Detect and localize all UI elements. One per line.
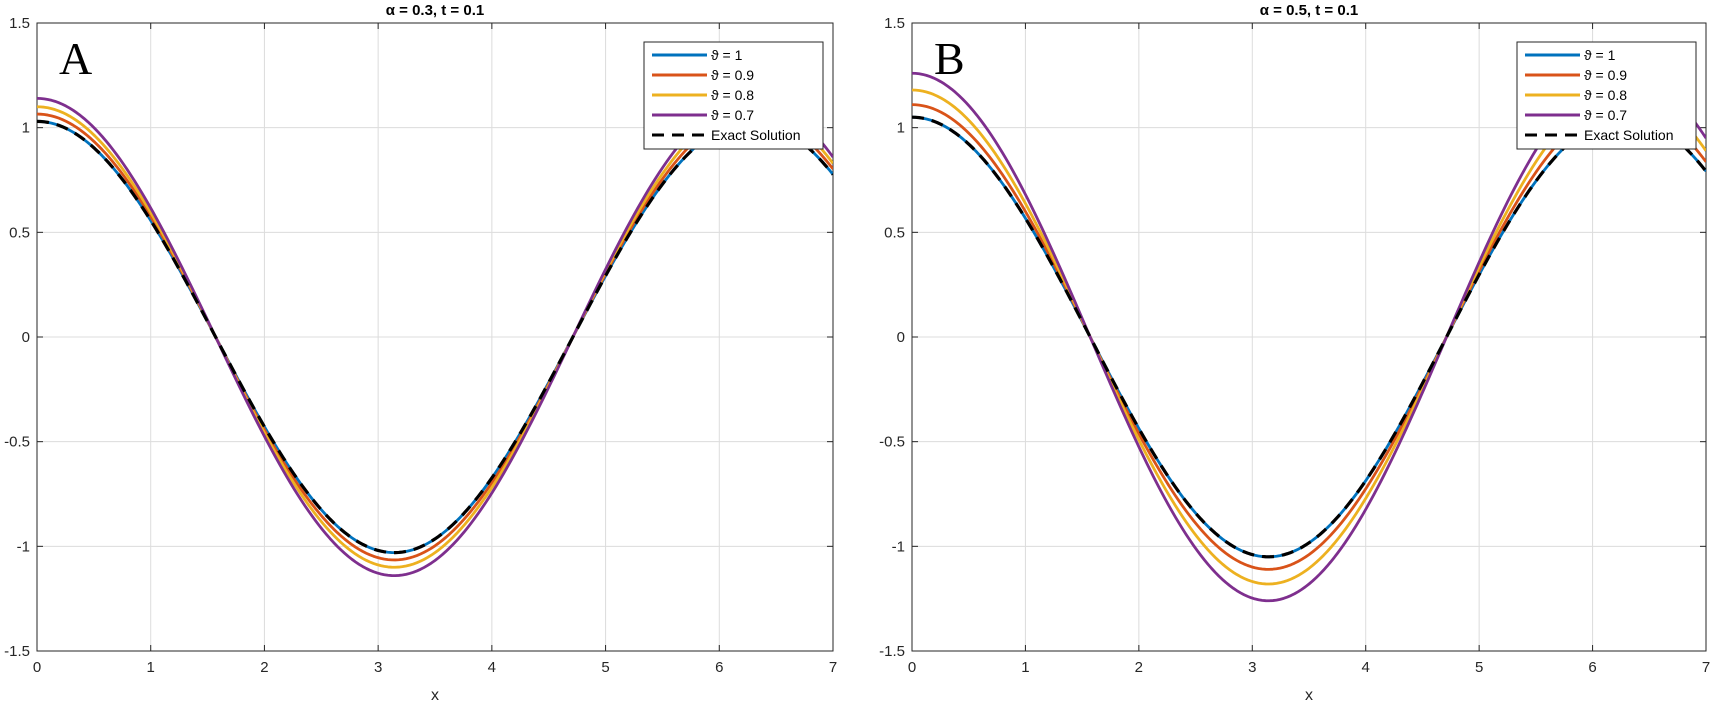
y-tick-label: 0 (897, 329, 905, 346)
x-tick-label: 7 (1702, 659, 1710, 676)
x-axis-label: x (431, 687, 439, 703)
x-tick-label: 1 (147, 659, 155, 676)
panel-label: B (934, 33, 965, 84)
x-tick-label: 6 (715, 659, 723, 676)
legend-label: ϑ = 0.8 (1584, 87, 1627, 103)
x-tick-label: 3 (1248, 659, 1256, 676)
legend-label: ϑ = 0.7 (1584, 107, 1627, 123)
y-tick-label: -1 (17, 538, 30, 555)
legend-label: Exact Solution (1584, 127, 1674, 143)
x-tick-label: 4 (1362, 659, 1370, 676)
panel-label: A (59, 33, 92, 84)
legend-label: ϑ = 0.9 (711, 67, 754, 83)
chart-panel-a: 0 1 2 3 4 5 6 7 -1.5 -1 -0.5 0 0.5 1 1.5 α = 0.3, t = 0… (4, 2, 837, 703)
x-tick-label: 1 (1021, 659, 1029, 676)
x-tick-label: 4 (488, 659, 496, 676)
y-tick-label: -0.5 (879, 434, 905, 451)
legend-label: ϑ = 1 (1584, 47, 1616, 63)
chart-title: α = 0.5, t = 0.1 (1260, 2, 1358, 19)
legend-label: ϑ = 0.9 (1584, 67, 1627, 83)
x-tick-label: 7 (829, 659, 837, 676)
legend-label: Exact Solution (711, 127, 801, 143)
x-tick-label: 0 (908, 659, 916, 676)
chart-panel-b: 0 1 2 3 4 5 6 7 -1.5 -1 -0.5 0 0.5 1 1.5 α = 0.5, t = 0… (879, 2, 1710, 703)
legend: ϑ = 1 ϑ = 0.9 ϑ = 0.8 ϑ = 0.7 Exact Solution (1516, 41, 1697, 150)
x-tick-label: 2 (1135, 659, 1143, 676)
x-tick-label: 0 (33, 659, 41, 676)
legend: ϑ = 1 ϑ = 0.9 ϑ = 0.8 ϑ = 0.7 Exact Solution (643, 41, 824, 150)
series-line-4 (912, 115, 1706, 559)
chart-title: α = 0.3, t = 0.1 (386, 2, 484, 19)
legend-label: ϑ = 1 (711, 47, 743, 63)
x-tick-label: 6 (1588, 659, 1596, 676)
y-tick-label: -1.5 (879, 643, 905, 660)
y-tick-label: 1 (897, 120, 905, 137)
y-tick-label: 0 (22, 329, 30, 346)
y-tick-label: 1.5 (9, 15, 30, 32)
y-tick-label: 1.5 (884, 15, 905, 32)
y-tick-label: -1.5 (4, 643, 30, 660)
y-tick-label: 1 (22, 120, 30, 137)
y-tick-label: 0.5 (884, 224, 905, 241)
legend-label: ϑ = 0.7 (711, 107, 754, 123)
x-axis-label: x (1305, 687, 1313, 703)
x-tick-label: 5 (601, 659, 609, 676)
x-tick-label: 2 (260, 659, 268, 676)
y-tick-label: 0.5 (9, 224, 30, 241)
y-tick-label: -0.5 (4, 434, 30, 451)
y-tick-label: -1 (892, 538, 905, 555)
x-tick-label: 5 (1475, 659, 1483, 676)
x-tick-label: 3 (374, 659, 382, 676)
legend-label: ϑ = 0.8 (711, 87, 754, 103)
